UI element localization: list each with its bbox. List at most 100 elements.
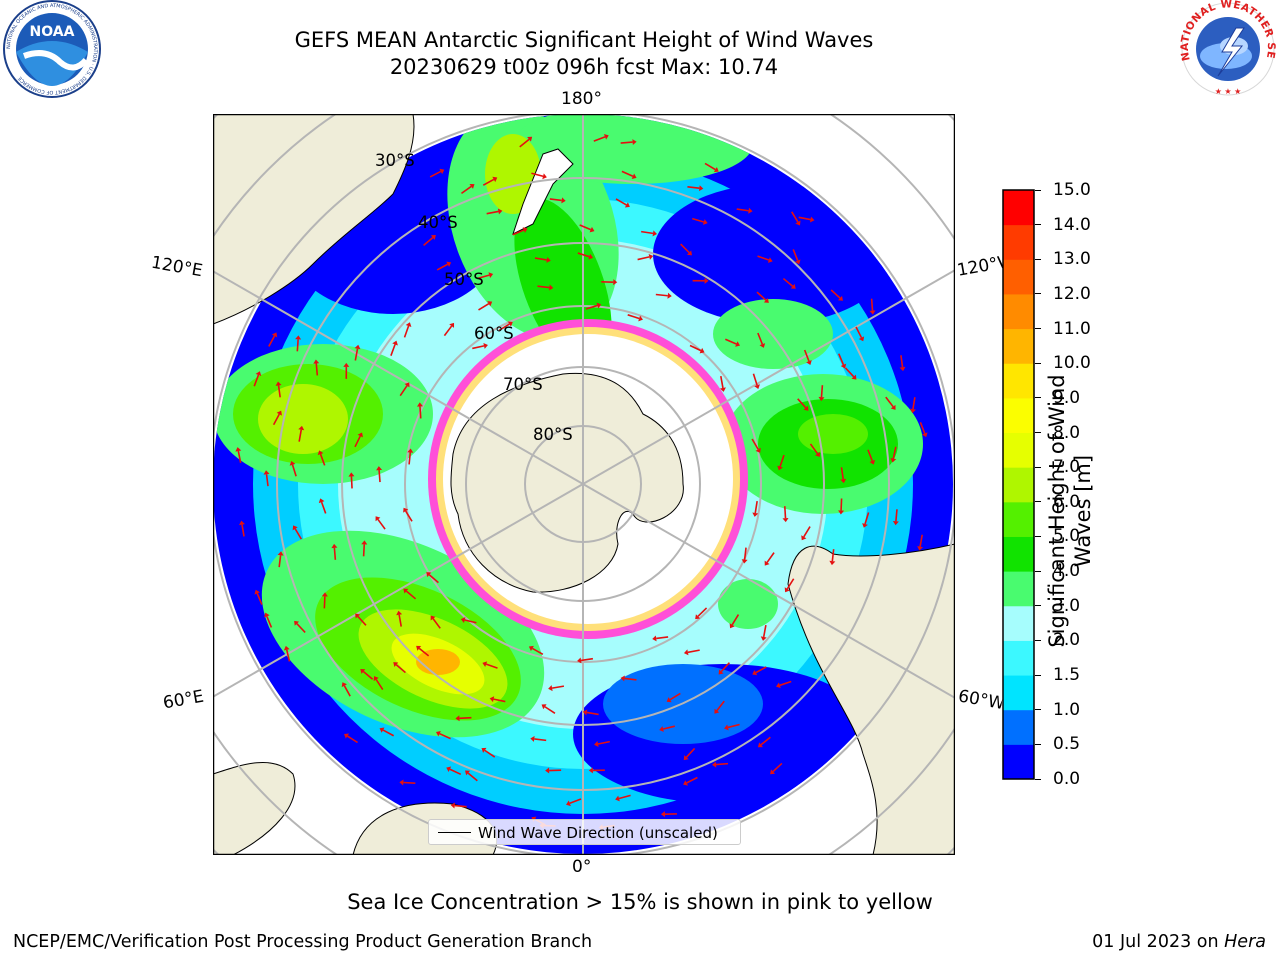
arrow-head [405, 322, 412, 328]
title-line-1: GEFS MEAN Antarctic Significant Height o… [294, 28, 874, 52]
arrow-head [712, 761, 717, 768]
arrow-head [439, 168, 445, 175]
colorbar-tick-label: 0.5 [1053, 734, 1081, 755]
arrow-shaft [803, 526, 811, 538]
arrow-shaft [266, 616, 273, 628]
arrow-shaft [754, 501, 758, 514]
lat-label-80s: 80°S [533, 425, 573, 444]
arrow-head [546, 256, 551, 263]
arrow-head [379, 727, 385, 733]
colorbar-tick-label: 12.0 [1053, 283, 1091, 304]
arrow-shaft [720, 376, 724, 389]
colorbar-segment [1003, 467, 1034, 503]
arrow-head [276, 410, 282, 416]
arrow-shaft [569, 798, 582, 805]
arrow-shaft [885, 396, 894, 408]
arrow-head [752, 512, 759, 517]
arrow-head [666, 697, 672, 703]
arrow-head [687, 250, 692, 256]
arrow-head [794, 259, 801, 265]
arrow-shaft [736, 208, 749, 212]
arrow-shaft [912, 397, 916, 410]
arrow-shaft [867, 449, 874, 462]
colorbar-tick-mark [1035, 258, 1041, 260]
arrow-shaft [277, 385, 281, 398]
colorbar-label: Significant Height of Wind Waves [m] [1044, 321, 1096, 701]
arrow-shaft [809, 443, 819, 455]
colorbar-segment [1003, 363, 1034, 399]
arrow-shaft [549, 198, 562, 202]
arrow-shaft [680, 243, 690, 254]
colorbar-tick-label: 6.0 [1053, 491, 1081, 512]
arrow-head [917, 546, 924, 551]
colorbar-segment [1003, 536, 1034, 572]
arrow-head [776, 682, 781, 689]
colorbar-tick-label: 0.0 [1053, 769, 1081, 789]
arrow-head [404, 382, 410, 388]
arrow-shaft [779, 454, 785, 467]
arrow-head [487, 301, 493, 307]
footer-machine: Hera [1224, 932, 1266, 952]
colorbar-tick-label: 1.0 [1053, 699, 1081, 720]
lon-label-60w: 60°W [956, 686, 1004, 714]
colorbar-tick-mark [1035, 605, 1041, 607]
arrow-head [752, 669, 758, 676]
arrow-shaft [464, 619, 477, 624]
arrow-shaft [580, 657, 594, 662]
colorbar-tick-mark [1035, 362, 1041, 364]
arrow-shaft [484, 749, 496, 758]
arrow-head [763, 297, 769, 303]
arrow-head [527, 136, 533, 142]
arrow-shaft [655, 293, 668, 297]
arrow-shaft [320, 501, 327, 514]
lat-label-50s: 50°S [444, 270, 484, 289]
arrow-shaft [350, 476, 353, 489]
arrow-shaft [791, 211, 799, 223]
arrow-head [360, 668, 366, 674]
arrow-shaft [429, 170, 442, 178]
arrow-shaft [298, 429, 303, 442]
arrow-head [699, 347, 705, 354]
arrow-shaft [615, 198, 627, 206]
arrow-shaft [428, 574, 439, 584]
arrow-head [784, 587, 790, 593]
arrow-head [455, 715, 460, 722]
arrow-head [357, 432, 363, 438]
colorbar-tick-label: 1.5 [1053, 665, 1081, 686]
arrow-head [254, 589, 261, 595]
wind-wave-arrows [235, 134, 928, 831]
arrow-head [542, 173, 547, 180]
colorbar-segment [1003, 744, 1034, 780]
lon-label-60e: 60°E [161, 686, 206, 714]
arrow-head [283, 645, 290, 651]
arrow-shaft [751, 438, 759, 450]
arrow-shaft [296, 623, 306, 633]
arrow-head [699, 185, 704, 192]
arrow-head [530, 735, 535, 742]
arrow-head [482, 661, 488, 667]
arrow-head [582, 709, 588, 716]
arrow-shaft [919, 534, 924, 547]
colorbar-tick-mark [1035, 743, 1041, 745]
footer-date: 01 Jul 2023 on Hera [1092, 932, 1266, 952]
arrow-shaft [637, 256, 650, 261]
map-legend: Wind Wave Direction (unscaled) [428, 819, 741, 845]
colorbar-segment [1003, 501, 1034, 537]
arrow-shaft [786, 578, 795, 590]
arrow-head [522, 227, 528, 233]
noaa-logo: NOAA NATIONAL OCEANIC AND ATMOSPHERIC AD… [3, 0, 101, 98]
arrow-shaft [512, 229, 525, 236]
arrow-shaft [756, 291, 767, 301]
arrow-head [289, 460, 296, 466]
arrow-head [376, 466, 383, 471]
colorbar-tick-mark [1035, 224, 1041, 226]
arrow-head [851, 374, 857, 380]
arrow-head [718, 669, 724, 675]
arrow-shaft [485, 663, 498, 669]
arrow-head [275, 381, 282, 386]
arrow-head [298, 425, 305, 431]
arrow-shaft [731, 614, 740, 626]
arrow-shaft [472, 345, 485, 350]
arrow-head [838, 510, 845, 515]
colorbar-segment [1003, 605, 1034, 641]
